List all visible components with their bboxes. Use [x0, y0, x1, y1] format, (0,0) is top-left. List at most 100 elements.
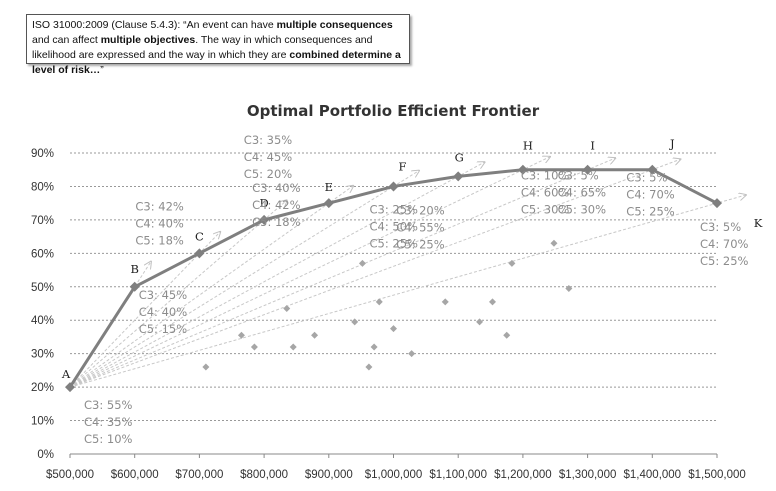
scatter-point — [375, 298, 383, 306]
scatter-point — [283, 305, 291, 313]
x-tick-label: $1,100,000 — [429, 469, 487, 481]
scatter-point — [358, 259, 366, 267]
x-tick-label: $900,000 — [305, 469, 353, 481]
annotation-K: C4: 70% — [700, 237, 749, 251]
scatter-point — [408, 350, 416, 358]
annotation-I: C5: 30% — [558, 203, 607, 217]
iso-note: ISO 31000:2009 (Clause 5.4.3): “An event… — [26, 14, 410, 76]
annotation-J: C3: 5% — [626, 171, 667, 185]
annotation-D: C5: 18% — [252, 215, 301, 229]
annotation-H: C5: 30% — [521, 203, 570, 217]
frontier-point-H — [517, 164, 528, 175]
annotation-D: C4: 42% — [252, 198, 301, 212]
arrow-to-J — [69, 159, 680, 388]
scatter-point — [370, 343, 378, 351]
scatter-point — [351, 318, 359, 326]
annotation-A: C5: 10% — [84, 432, 133, 446]
y-tick-label: 40% — [31, 315, 54, 327]
frontier-point-J — [647, 164, 658, 175]
note-segment: and can affect — [32, 34, 101, 46]
annotation-I: C4: 65% — [558, 186, 607, 200]
annotation-C: C5: 18% — [135, 233, 184, 247]
annotation-G: C4: 55% — [396, 220, 445, 234]
scatter-point — [565, 284, 573, 292]
annotation-I: C3: 5% — [558, 169, 599, 183]
frontier-point-I — [582, 164, 593, 175]
annotation-B: C4: 40% — [139, 305, 188, 319]
y-tick-label: 20% — [31, 382, 54, 394]
note-segment: multiple objectives — [100, 34, 196, 46]
frontier-point-K — [712, 198, 722, 209]
point-label-K: K — [754, 216, 763, 230]
x-tick-label: $800,000 — [240, 469, 288, 481]
scatter-point — [289, 343, 297, 351]
scatter-point — [441, 298, 449, 306]
annotation-A: C4: 35% — [84, 415, 133, 429]
arrow-to-C — [69, 232, 220, 388]
point-label-J: J — [669, 137, 675, 151]
x-tick-label: $1,400,000 — [624, 469, 682, 481]
scatter-point — [550, 239, 558, 247]
scatter-point — [237, 331, 245, 339]
scatter-point — [503, 331, 511, 339]
arrow-to-K — [69, 195, 746, 388]
x-tick-label: $600,000 — [111, 469, 159, 481]
annotation-C: C4: 40% — [135, 216, 184, 230]
scatter-point — [476, 318, 484, 326]
annotation-F: C3: 25% — [370, 202, 419, 216]
annotation-G: C5: 25% — [396, 237, 445, 251]
frontier-point-G — [453, 171, 464, 182]
scatter-point — [488, 298, 496, 306]
y-tick-label: 70% — [31, 215, 54, 227]
note-segment: . The way in which consequences and like… — [32, 34, 373, 61]
x-tick-labels: $500,000 $600,000 $700,000 $800,000 $900,000… — [46, 454, 746, 481]
annotation-J: C5: 25% — [626, 205, 675, 219]
point-label-C: C — [195, 229, 204, 243]
frontier-point-E — [323, 198, 334, 209]
note-segment: ” — [100, 64, 104, 76]
point-label-D: D — [259, 196, 268, 210]
annotation-F: C5: 25% — [370, 236, 419, 250]
point-label-A: A — [61, 367, 71, 381]
frontier-series — [65, 164, 722, 393]
y-tick-label: 10% — [31, 416, 54, 428]
scatter-point — [508, 259, 516, 267]
x-tick-label: $1,300,000 — [559, 469, 617, 481]
annotation-E: C4: 45% — [244, 150, 293, 164]
y-tick-label: 90% — [31, 148, 54, 160]
annotation-E: C3: 35% — [244, 133, 293, 147]
point-label-I: I — [590, 139, 595, 153]
scatter-point — [365, 363, 373, 371]
x-tick-label: $500,000 — [46, 469, 94, 481]
annotation-G: C3: 20% — [396, 203, 445, 217]
scatter-point — [311, 331, 319, 339]
y-tick-labels: 0% 10% 20% 30% 40% 50% 60% 70% 80% 90% — [31, 148, 54, 461]
annotation-D: C3: 40% — [252, 181, 301, 195]
annotation-K: C5: 25% — [700, 254, 749, 268]
frontier-point-F — [388, 181, 399, 192]
frontier-point-D — [259, 214, 270, 225]
point-label-H: H — [523, 139, 533, 153]
x-tick-label: $1,000,000 — [365, 469, 423, 481]
scatter-points — [202, 239, 573, 371]
point-label-B: B — [130, 262, 138, 276]
annotation-B: C5: 15% — [139, 322, 188, 336]
scatter-point — [390, 325, 397, 333]
point-label-G: G — [455, 150, 464, 164]
arrow-to-F — [69, 171, 419, 388]
frontier-point-labels: A B C D E F G H I J K — [61, 137, 763, 381]
scatter-point — [202, 363, 210, 371]
arrow-to-I — [69, 158, 615, 388]
annotation-C: C3: 42% — [135, 199, 184, 213]
x-tick-label: $1,500,000 — [688, 469, 746, 481]
y-tick-label: 30% — [31, 349, 54, 361]
frontier-point-B — [129, 281, 140, 292]
annotation-H: C3: 10% — [521, 169, 570, 183]
chart-title: Optimal Portfolio Efficient Frontier — [247, 102, 540, 120]
annotation-F: C4: 50% — [370, 219, 419, 233]
note-segment: combined determine a level of risk… — [32, 49, 401, 76]
annotation-H: C4: 60% — [521, 186, 570, 200]
mix-annotations: C3: 55% C4: 35% C5: 10% C3: 45% C4: 40% C5: 1… — [84, 133, 749, 446]
annotation-B: C3: 45% — [139, 288, 188, 302]
